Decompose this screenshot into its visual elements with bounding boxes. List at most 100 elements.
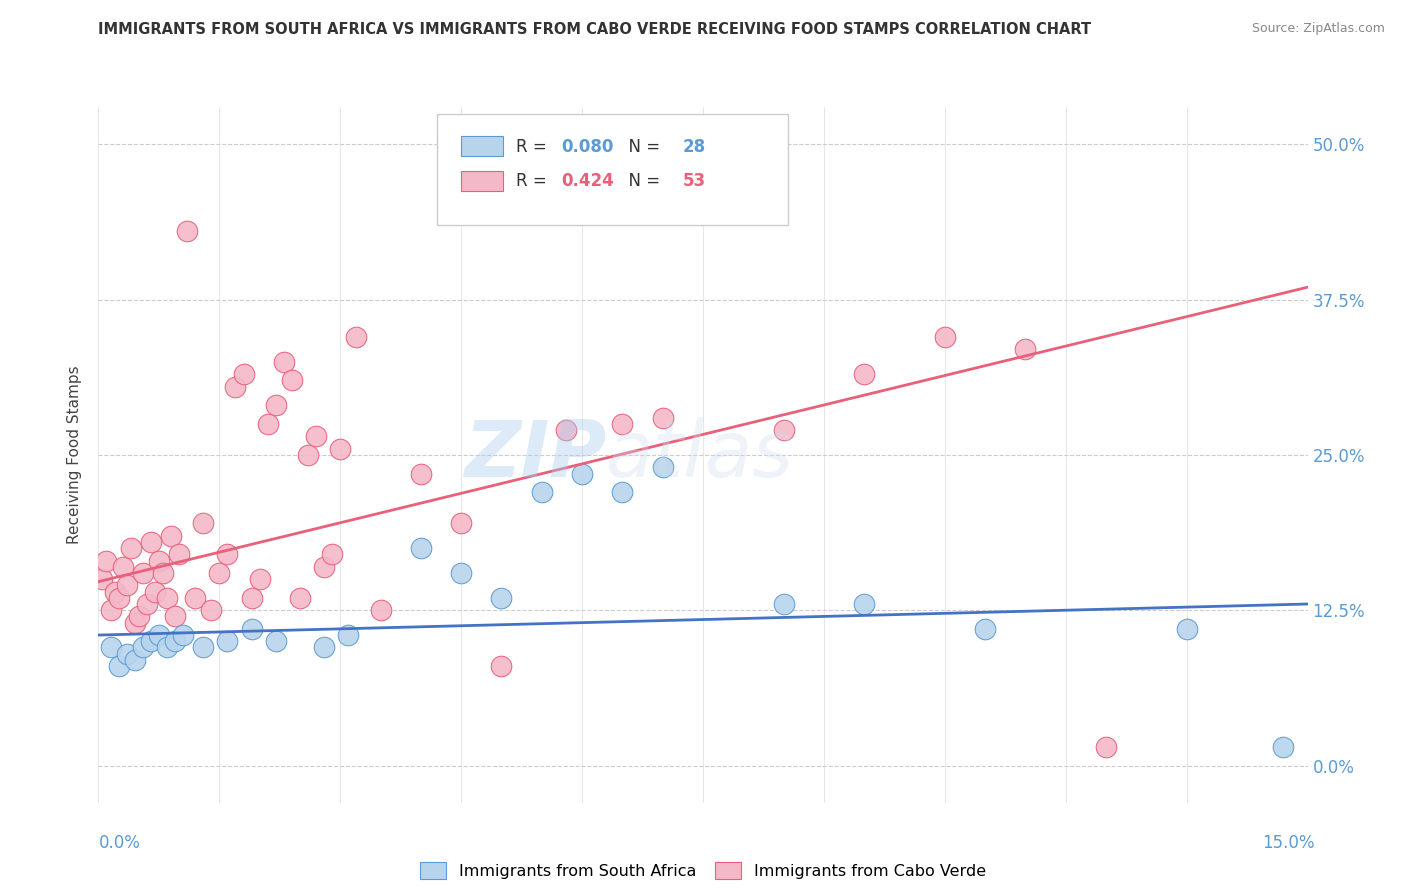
Point bbox=[1095, 739, 1118, 754]
Point bbox=[107, 591, 129, 605]
Text: R =: R = bbox=[516, 137, 551, 156]
Point bbox=[176, 224, 198, 238]
Point bbox=[152, 566, 174, 580]
Point bbox=[491, 591, 513, 605]
Point bbox=[612, 485, 634, 500]
Text: N =: N = bbox=[619, 137, 665, 156]
Point bbox=[314, 559, 336, 574]
Point bbox=[184, 591, 207, 605]
Point bbox=[240, 622, 263, 636]
Text: Source: ZipAtlas.com: Source: ZipAtlas.com bbox=[1251, 22, 1385, 36]
Point bbox=[100, 603, 122, 617]
Point bbox=[450, 516, 472, 531]
FancyBboxPatch shape bbox=[461, 171, 503, 191]
Text: 0.424: 0.424 bbox=[561, 172, 614, 191]
Point bbox=[772, 597, 794, 611]
Point bbox=[249, 572, 271, 586]
Point bbox=[156, 640, 179, 655]
Text: N =: N = bbox=[619, 172, 665, 191]
Text: IMMIGRANTS FROM SOUTH AFRICA VS IMMIGRANTS FROM CABO VERDE RECEIVING FOOD STAMPS: IMMIGRANTS FROM SOUTH AFRICA VS IMMIGRAN… bbox=[98, 22, 1091, 37]
Point bbox=[91, 572, 114, 586]
Point bbox=[200, 603, 222, 617]
Point bbox=[160, 529, 183, 543]
Point bbox=[555, 423, 578, 437]
Point bbox=[1175, 622, 1198, 636]
Point bbox=[264, 398, 287, 412]
Point bbox=[132, 566, 155, 580]
Point bbox=[208, 566, 231, 580]
Point bbox=[530, 485, 553, 500]
Text: 0.0%: 0.0% bbox=[98, 834, 141, 852]
FancyBboxPatch shape bbox=[461, 136, 503, 156]
Point bbox=[103, 584, 125, 599]
Point bbox=[139, 634, 162, 648]
Point bbox=[288, 591, 311, 605]
Point bbox=[163, 609, 186, 624]
Point bbox=[321, 547, 343, 561]
Point bbox=[651, 460, 673, 475]
Point bbox=[143, 584, 166, 599]
Text: 15.0%: 15.0% bbox=[1263, 834, 1315, 852]
Legend: Immigrants from South Africa, Immigrants from Cabo Verde: Immigrants from South Africa, Immigrants… bbox=[413, 856, 993, 885]
Point bbox=[337, 628, 360, 642]
FancyBboxPatch shape bbox=[437, 114, 787, 226]
Point bbox=[853, 367, 876, 381]
Point bbox=[314, 640, 336, 655]
Point bbox=[115, 578, 138, 592]
Point bbox=[224, 379, 246, 393]
Point bbox=[217, 547, 239, 561]
Point bbox=[163, 634, 186, 648]
Point bbox=[96, 553, 118, 567]
Point bbox=[273, 355, 295, 369]
Point bbox=[651, 410, 673, 425]
Point bbox=[1272, 739, 1295, 754]
Point bbox=[450, 566, 472, 580]
Point bbox=[974, 622, 997, 636]
Point bbox=[217, 634, 239, 648]
Point bbox=[491, 659, 513, 673]
Point bbox=[772, 423, 794, 437]
Point bbox=[240, 591, 263, 605]
Point bbox=[281, 373, 304, 387]
Point bbox=[115, 647, 138, 661]
Point bbox=[305, 429, 328, 443]
Text: 28: 28 bbox=[682, 137, 706, 156]
Text: 53: 53 bbox=[682, 172, 706, 191]
Point bbox=[193, 640, 215, 655]
Point bbox=[132, 640, 155, 655]
Point bbox=[107, 659, 129, 673]
Point bbox=[111, 559, 134, 574]
Text: atlas: atlas bbox=[606, 417, 794, 493]
Point bbox=[409, 467, 432, 481]
Point bbox=[934, 330, 956, 344]
Point bbox=[172, 628, 194, 642]
Text: R =: R = bbox=[516, 172, 551, 191]
Point bbox=[100, 640, 122, 655]
Point bbox=[156, 591, 179, 605]
Point bbox=[135, 597, 157, 611]
Point bbox=[128, 609, 150, 624]
Point bbox=[297, 448, 319, 462]
Point bbox=[612, 417, 634, 431]
Point bbox=[370, 603, 392, 617]
Point bbox=[329, 442, 352, 456]
Point bbox=[148, 553, 170, 567]
Point bbox=[167, 547, 190, 561]
Y-axis label: Receiving Food Stamps: Receiving Food Stamps bbox=[67, 366, 83, 544]
Point bbox=[853, 597, 876, 611]
Point bbox=[148, 628, 170, 642]
Point bbox=[1014, 343, 1036, 357]
Point bbox=[232, 367, 254, 381]
Point bbox=[124, 653, 146, 667]
Point bbox=[264, 634, 287, 648]
Point bbox=[571, 467, 593, 481]
Point bbox=[120, 541, 142, 555]
Point bbox=[193, 516, 215, 531]
Text: 0.080: 0.080 bbox=[561, 137, 614, 156]
Point bbox=[124, 615, 146, 630]
Point bbox=[256, 417, 278, 431]
Point bbox=[139, 534, 162, 549]
Point bbox=[344, 330, 367, 344]
Point bbox=[409, 541, 432, 555]
Text: ZIP: ZIP bbox=[464, 417, 606, 493]
